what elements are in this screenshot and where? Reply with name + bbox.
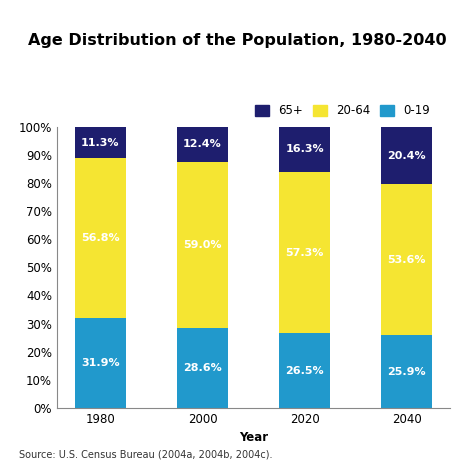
Text: 11.3%: 11.3%	[81, 137, 119, 148]
Text: 59.0%: 59.0%	[183, 240, 222, 250]
Text: 20.4%: 20.4%	[388, 151, 426, 160]
Bar	[279, 172, 330, 333]
Bar	[75, 318, 126, 408]
Text: 25.9%: 25.9%	[388, 367, 426, 377]
Bar	[279, 333, 330, 408]
Text: 53.6%: 53.6%	[388, 255, 426, 265]
Text: 16.3%: 16.3%	[285, 144, 324, 154]
Text: 28.6%: 28.6%	[183, 363, 222, 373]
Bar	[177, 127, 228, 161]
Text: 57.3%: 57.3%	[285, 248, 324, 258]
X-axis label: Year: Year	[239, 431, 268, 445]
Text: 12.4%: 12.4%	[183, 139, 222, 149]
Bar	[75, 127, 126, 159]
Bar	[381, 127, 432, 184]
Text: Age Distribution of the Population, 1980-2040: Age Distribution of the Population, 1980…	[27, 33, 447, 48]
Legend: 65+, 20-64, 0-19: 65+, 20-64, 0-19	[250, 100, 435, 122]
Bar	[177, 327, 228, 408]
Bar	[381, 335, 432, 408]
Text: 31.9%: 31.9%	[81, 358, 119, 368]
Bar	[381, 184, 432, 335]
Text: 56.8%: 56.8%	[81, 234, 119, 243]
Bar	[75, 159, 126, 318]
Bar	[279, 126, 330, 172]
Text: 26.5%: 26.5%	[285, 366, 324, 376]
Bar	[177, 161, 228, 327]
Text: Source: U.S. Census Bureau (2004a, 2004b, 2004c).: Source: U.S. Census Bureau (2004a, 2004b…	[19, 450, 273, 460]
